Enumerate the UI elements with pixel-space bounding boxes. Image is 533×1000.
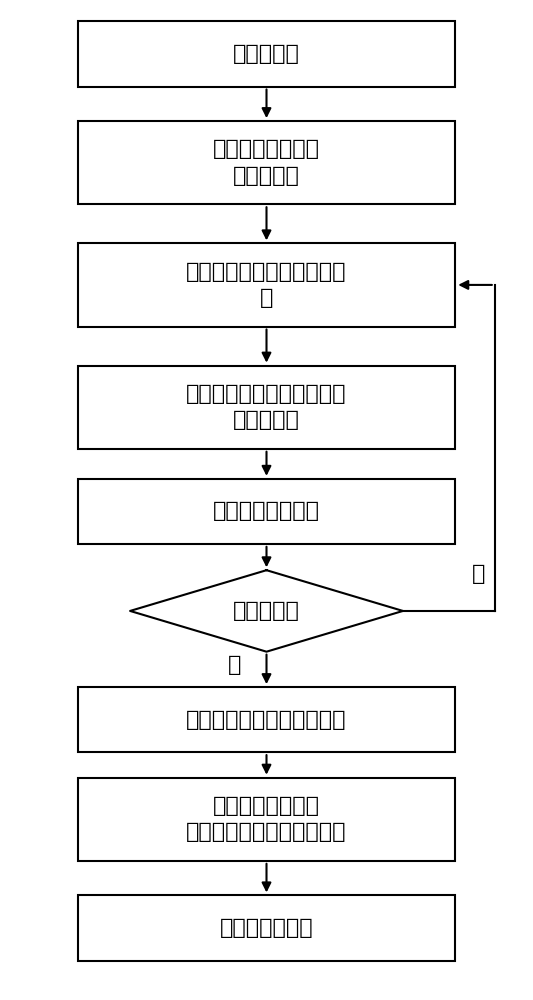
Polygon shape <box>130 570 403 652</box>
Bar <box>78 243 455 327</box>
Text: 加载通道校准数据和频率列
表: 加载通道校准数据和频率列 表 <box>186 262 347 308</box>
Bar <box>78 687 455 752</box>
Bar <box>78 778 455 861</box>
Text: 是: 是 <box>228 655 241 675</box>
Text: 加载频率列表和指向角范围: 加载频率列表和指向角范围 <box>186 710 347 730</box>
Bar <box>78 121 455 204</box>
Text: 否: 否 <box>472 564 486 584</box>
Text: 检验通道校准结果: 检验通道校准结果 <box>213 501 320 521</box>
Text: 推算远场方向图: 推算远场方向图 <box>220 918 313 938</box>
Text: 测量通道幅相特性
（多频率）: 测量通道幅相特性 （多频率） <box>213 139 320 186</box>
Bar <box>78 21 455 87</box>
Text: 符合预期？: 符合预期？ <box>233 601 300 621</box>
Bar <box>78 479 455 544</box>
Bar <box>78 895 455 961</box>
Text: 模块初始化: 模块初始化 <box>233 44 300 64</box>
Bar <box>78 366 455 449</box>
Text: 测试近场辐射特性
（多种频率和指向角组合）: 测试近场辐射特性 （多种频率和指向角组合） <box>186 796 347 842</box>
Text: 测量校准后的通道幅相特性
（多频率）: 测量校准后的通道幅相特性 （多频率） <box>186 384 347 430</box>
